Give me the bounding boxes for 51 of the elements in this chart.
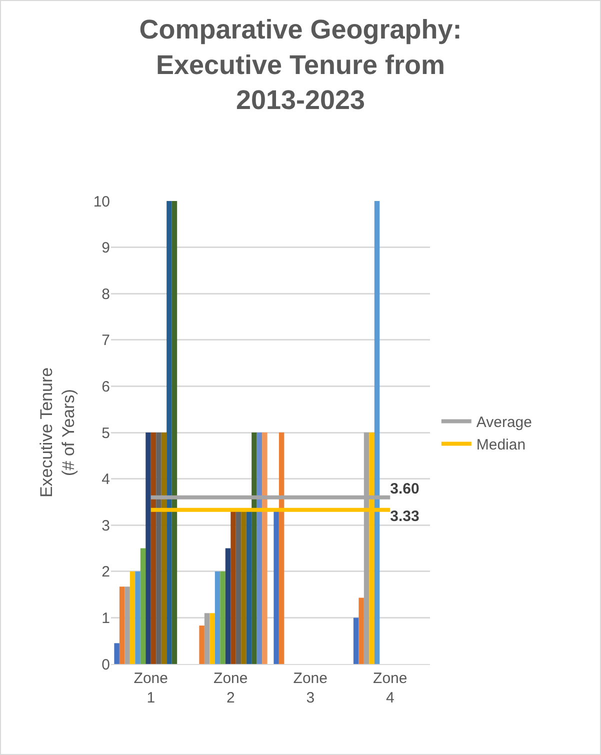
bar — [130, 571, 136, 664]
data-label: 3.60 — [390, 480, 420, 498]
bar — [246, 510, 252, 664]
bar — [252, 432, 257, 664]
y-axis-title: Executive Tenure (# of Years) — [36, 367, 78, 498]
bar — [353, 618, 359, 664]
bar — [358, 598, 364, 664]
y-tick-label: 4 — [102, 471, 110, 488]
bar — [241, 510, 246, 664]
y-tick-label: 10 — [93, 193, 110, 210]
bar — [225, 548, 231, 664]
x-tick-label: Zone 4 — [373, 670, 408, 706]
chart-title: Comparative Geography: Executive Tenure from 2013-2023 — [139, 14, 462, 115]
bar — [150, 432, 156, 664]
bar — [156, 432, 162, 664]
bar — [135, 571, 140, 664]
bar — [230, 510, 236, 664]
bar — [236, 510, 242, 664]
bar — [119, 586, 125, 664]
legend-label: Median — [476, 436, 526, 454]
bar — [166, 201, 172, 664]
bar — [214, 571, 220, 664]
bar — [262, 432, 268, 664]
bar — [140, 548, 146, 664]
bar — [220, 571, 226, 664]
y-tick-label: 5 — [102, 424, 110, 442]
data-label: 3.33 — [390, 508, 420, 526]
y-tick-label: 3 — [102, 517, 110, 534]
bar — [146, 432, 151, 664]
bar — [172, 201, 178, 664]
bar — [374, 201, 380, 664]
legend-label: Average — [476, 414, 532, 432]
bar — [124, 586, 130, 664]
y-tick-label: 0 — [102, 656, 110, 674]
y-tick-label: 7 — [102, 332, 110, 350]
bar — [161, 432, 167, 664]
bar — [274, 510, 279, 664]
y-tick-label: 6 — [102, 378, 110, 396]
x-tick-label: Zone 3 — [293, 670, 328, 706]
y-tick-label: 8 — [102, 286, 110, 303]
y-tick-label: 9 — [102, 240, 110, 257]
bar — [199, 626, 204, 664]
bar — [210, 613, 215, 664]
y-tick-label: 2 — [102, 564, 110, 581]
bar — [114, 643, 120, 664]
y-tick-label: 1 — [102, 610, 110, 627]
bar — [204, 613, 210, 664]
bar — [278, 432, 284, 664]
x-tick-label: Zone 2 — [214, 670, 248, 706]
bar — [256, 432, 262, 664]
x-tick-label: Zone 1 — [134, 670, 168, 706]
